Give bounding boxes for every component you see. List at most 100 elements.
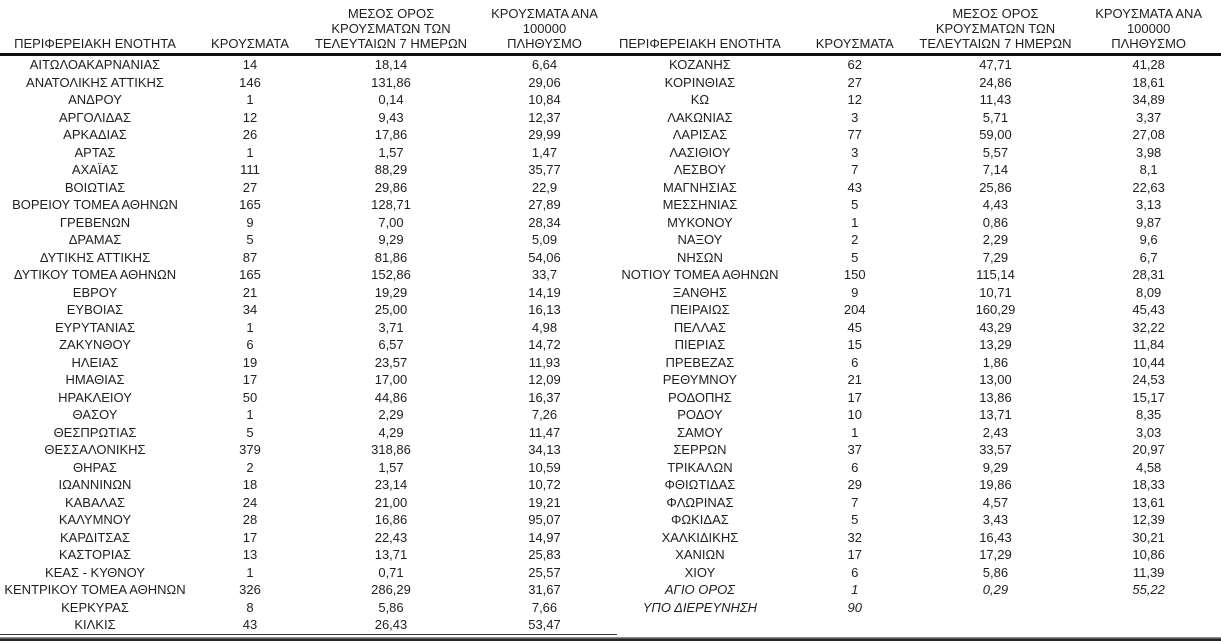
column-header-cases: ΚΡΟΥΣΜΑΤΑ [815,36,894,51]
avg7-cell: 2,43 [982,424,1009,440]
cases-cell: 6 [246,337,254,352]
table-row: ΑΙΤΩΛΟΑΚΑΡΝΑΝΙΑΣ 14 18,14 6,64 [0,56,617,74]
avg7-cell: 115,14 [976,267,1015,282]
region-cell: ΑΡΚΑΔΙΑΣ [63,127,127,142]
cases-table-left: ΠΕΡΙΦΕΡΕΙΑΚΗ ΕΝΟΤΗΤΑ ΚΡΟΥΣΜΑΤΑ ΜΕΣΟΣ ΟΡΟ… [0,0,617,635]
table-row: ΘΕΣΠΡΩΤΙΑΣ 5 4,29 11,47 [0,424,617,442]
table-row: ΗΡΑΚΛΕΙΟΥ 50 44,86 16,37 [0,389,617,407]
cases-cell: 3 [851,109,859,125]
cases-cell: 37 [847,442,862,457]
avg7-cell: 7,14 [982,162,1009,177]
table-row: ΚΟΖΑΝΗΣ 62 47,71 41,28 [605,56,1221,74]
region-cell: ΔΡΑΜΑΣ [68,232,122,247]
region-cell: ΗΡΑΚΛΕΙΟΥ [58,389,132,405]
region-cell: ΑΧΑΪΑΣ [71,162,119,177]
per100k-cell: 34,89 [1132,92,1165,107]
avg7-cell: 59,00 [979,127,1012,142]
per100k-cell: 1,47 [531,144,558,160]
table-row: ΑΓΙΟ ΟΡΟΣ 1 0,29 55,22 [605,581,1221,599]
cases-cell: 28 [242,512,258,527]
cases-cell: 13 [242,547,258,562]
avg7-cell [915,599,1077,617]
cases-cell: 15 [847,337,862,352]
avg7-cell: 152,86 [371,267,411,282]
avg7-cell: 6,57 [378,337,404,352]
avg7-cell: 19,86 [979,477,1012,492]
region-cell: ΜΥΚΟΝΟΥ [667,214,733,230]
table-row: ΛΑΡΙΣΑΣ 77 59,00 27,08 [605,126,1221,144]
cases-cell: 2 [246,459,254,475]
cases-cell: 8 [246,599,254,615]
region-cell: ΑΝΑΤΟΛΙΚΗΣ ΑΤΤΙΚΗΣ [26,74,164,90]
table-row: ΑΝΔΡΟΥ 1 0,14 10,84 [0,91,617,109]
cases-cell: 111 [240,162,260,177]
region-cell: ΛΑΚΩΝΙΑΣ [667,109,733,125]
per100k-cell: 41,28 [1132,57,1165,72]
region-cell: ΛΑΣΙΘΙΟΥ [669,144,731,160]
table-header: ΠΕΡΙΦΕΡΕΙΑΚΗ ΕΝΟΤΗΤΑ ΚΡΟΥΣΜΑΤΑ ΜΕΣΟΣ ΟΡΟ… [0,0,617,56]
per100k-cell: 4,98 [531,319,558,335]
region-cell: ΝΗΣΩΝ [676,249,723,265]
region-cell: ΑΝΔΡΟΥ [68,92,122,107]
table-row: ΗΛΕΙΑΣ 19 23,57 11,93 [0,354,617,372]
column-header-region: ΠΕΡΙΦΕΡΕΙΑΚΗ ΕΝΟΤΗΤΑ [619,36,781,51]
avg7-cell: 25,00 [374,302,408,317]
table-row: ΦΘΙΩΤΙΔΑΣ 29 19,86 18,33 [605,476,1221,494]
per100k-cell: 8,35 [1135,407,1162,422]
per100k-cell: 16,13 [528,302,561,317]
table-row: ΝΟΤΙΟΥ ΤΟΜΕΑ ΑΘΗΝΩΝ 150 115,14 28,31 [605,266,1221,284]
avg7-cell: 81,86 [374,249,408,265]
avg7-cell: 0,86 [982,214,1009,230]
avg7-cell: 4,29 [378,424,404,440]
per100k-cell: 3,13 [1135,197,1162,212]
avg7-cell: 16,43 [979,529,1012,545]
cases-cell: 5 [851,512,859,527]
cases-cell: 17 [242,529,258,545]
avg7-cell: 26,43 [310,616,472,635]
region-cell: ΠΕΙΡΑΙΩΣ [670,302,730,317]
table-row: ΠΙΕΡΙΑΣ 15 13,29 11,84 [605,336,1221,354]
region-cell: ΧΑΛΚΙΔΙΚΗΣ [661,529,739,545]
cases-cell: 5 [246,424,254,440]
table-row: ΛΑΚΩΝΙΑΣ 3 5,71 3,37 [605,109,1221,127]
per100k-cell: 11,47 [528,424,561,440]
avg7-cell: 3,43 [982,512,1009,527]
region-cell: ΦΩΚΙΔΑΣ [671,512,729,527]
cases-cell: 45 [847,319,862,335]
per100k-cell: 4,58 [1135,459,1162,475]
per100k-cell: 7,66 [531,599,558,615]
cases-cell: 5 [851,197,859,212]
per100k-cell: 9,87 [1135,214,1162,230]
per100k-cell: 10,84 [528,92,561,107]
cases-cell: 1 [851,214,859,230]
cases-cell: 204 [843,302,866,317]
avg7-cell: 160,29 [975,302,1016,317]
per100k-cell: 10,72 [528,477,561,492]
per100k-cell: 11,39 [1132,564,1165,580]
per100k-cell: 32,22 [1132,319,1165,335]
avg7-cell: 11,43 [979,92,1012,107]
region-cell: ΚΟΡΙΝΘΙΑΣ [664,74,736,90]
region-cell: ΚΙΛΚΙΣ [0,616,190,635]
per100k-cell: 10,86 [1132,547,1165,562]
avg7-cell: 17,29 [979,547,1012,562]
per100k-cell: 29,06 [528,74,561,90]
avg7-cell: 9,43 [378,109,404,125]
table-row: ΧΑΛΚΙΔΙΚΗΣ 32 16,43 30,21 [605,529,1221,547]
bottom-border-rule [0,637,1221,641]
table-row: ΚΕΡΚΥΡΑΣ 8 5,86 7,66 [0,599,617,617]
cases-cell: 27 [847,74,862,90]
per100k-cell: 19,21 [528,494,561,510]
region-cell: ΥΠΟ ΔΙΕΡΕΥΝΗΣΗ [642,599,758,615]
per100k-cell: 27,89 [528,197,561,212]
table-row: ΓΡΕΒΕΝΩΝ 9 7,00 28,34 [0,214,617,232]
cases-cell: 165 [239,197,261,212]
table-row: ΚΕΝΤΡΙΚΟΥ ΤΟΜΕΑ ΑΘΗΝΩΝ 326 286,29 31,67 [0,581,617,599]
cases-cell: 146 [239,74,261,90]
avg7-cell: 0,14 [378,92,404,107]
cases-cell: 1 [246,92,254,107]
avg7-cell: 10,71 [979,284,1012,300]
per100k-cell: 12,37 [528,109,561,125]
cases-cell: 50 [242,389,258,405]
per100k-cell: 18,33 [1132,477,1165,492]
